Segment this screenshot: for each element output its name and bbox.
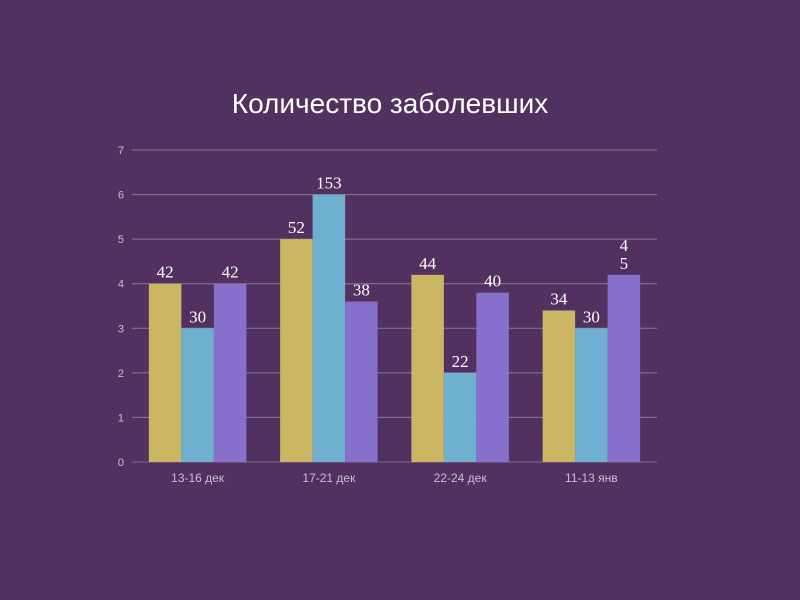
data-label: 40 — [484, 272, 501, 291]
chart-title: Количество заболевших — [231, 88, 549, 119]
data-label: 34 — [550, 289, 568, 308]
bar-series1-1 — [148, 283, 182, 462]
x-tick-label: 11-13 янв — [565, 471, 618, 485]
data-label: 30 — [189, 307, 206, 326]
y-tick-label: 6 — [118, 190, 124, 202]
x-tick-label: 22-24 дек — [434, 471, 488, 485]
bar-series1-4 — [542, 310, 576, 462]
bar-series2-3 — [443, 372, 477, 462]
bar-series3-4 — [607, 274, 641, 462]
data-label: 30 — [583, 307, 600, 326]
y-tick-label: 1 — [118, 412, 124, 424]
bar-series1-3 — [411, 274, 444, 462]
data-label: 38 — [353, 281, 370, 300]
data-label: 153 — [316, 174, 342, 193]
bar-series3-3 — [476, 292, 509, 462]
y-tick-label: 5 — [118, 234, 124, 246]
y-tick-label: 7 — [118, 145, 124, 157]
y-tick-label: 0 — [118, 457, 124, 469]
x-tick-label: 17-21 дек — [302, 471, 356, 485]
data-label: 44 — [419, 254, 437, 273]
bar-series1-2 — [280, 239, 313, 462]
data-label: 42 — [157, 263, 174, 282]
bar-series2-2 — [312, 194, 346, 463]
data-label: 52 — [288, 218, 305, 237]
bar-series2-4 — [575, 328, 608, 462]
y-tick-label: 2 — [118, 368, 124, 380]
bar-series3-1 — [213, 283, 247, 462]
bar-series2-1 — [181, 328, 214, 462]
data-label: 42 — [222, 263, 239, 282]
x-tick-label: 13-16 дек — [171, 471, 225, 485]
y-tick-label: 3 — [118, 323, 124, 335]
bar-series3-2 — [345, 301, 378, 462]
data-label: 22 — [452, 352, 469, 371]
y-tick-label: 4 — [118, 279, 124, 291]
